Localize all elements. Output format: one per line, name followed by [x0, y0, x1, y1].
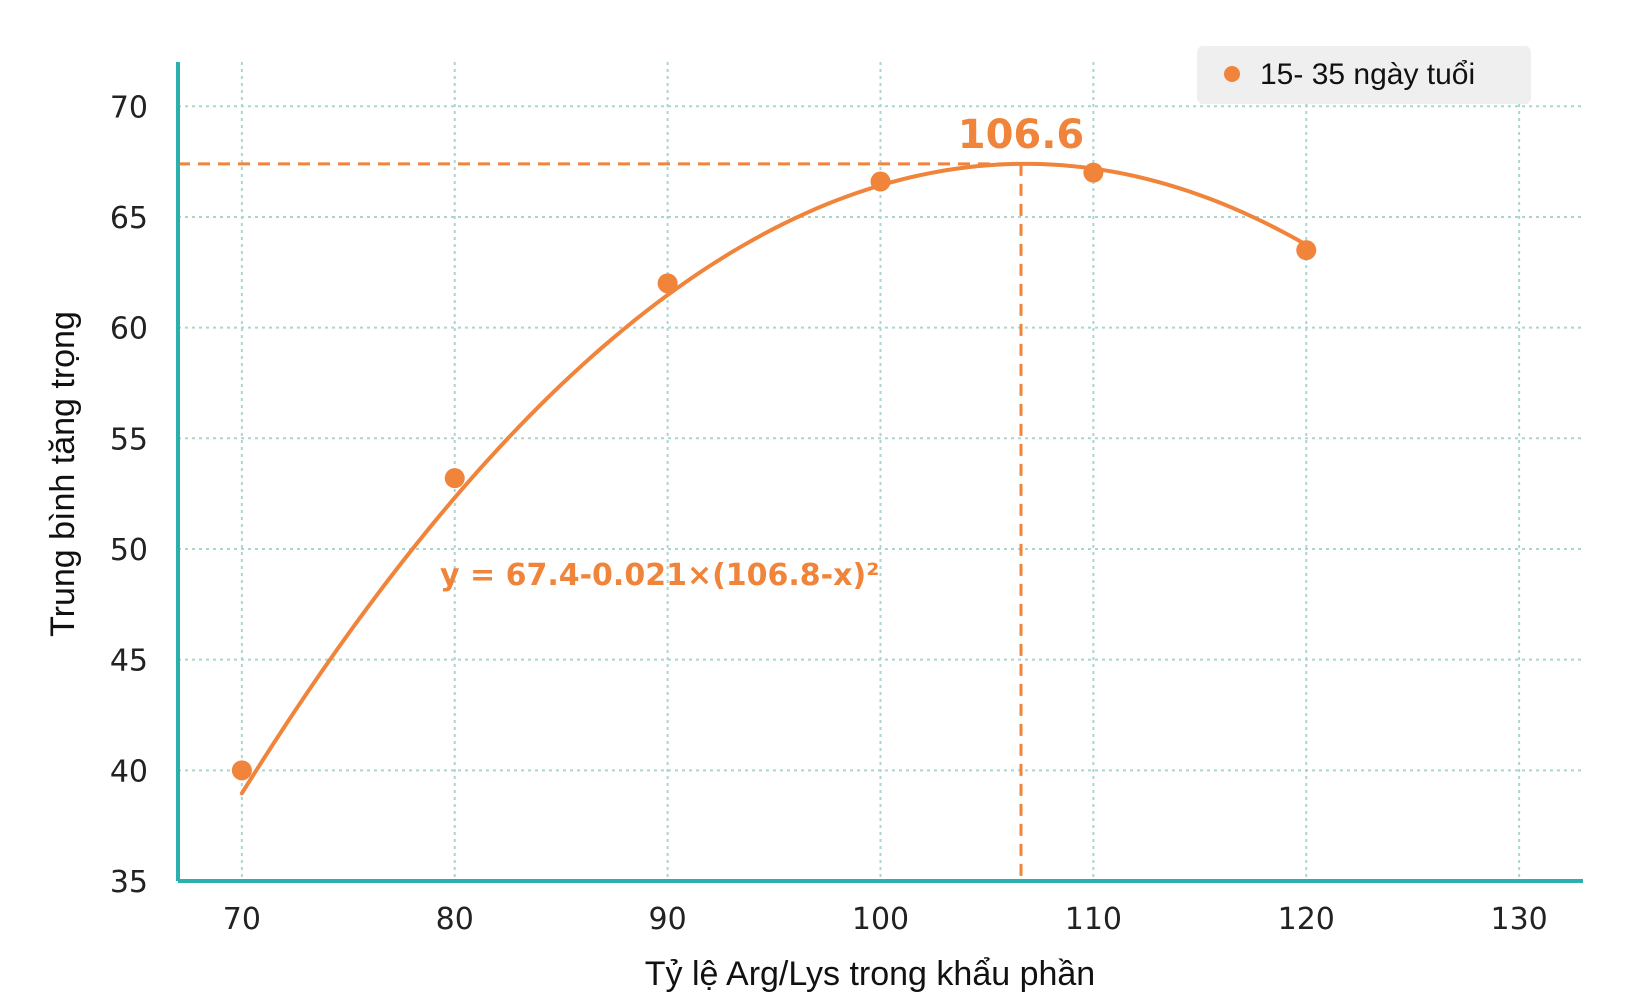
fit-curve-layer [239, 161, 1309, 796]
x-axis-title: Tỷ lệ Arg/Lys trong khẩu phần [645, 955, 1095, 993]
x-tick-label: 70 [223, 902, 261, 937]
y-tick-label: 45 [110, 644, 148, 679]
y-tick-label: 40 [110, 754, 148, 789]
y-tick-label: 70 [110, 90, 148, 125]
data-point [1296, 240, 1317, 261]
data-point [657, 273, 678, 294]
y-tick-label: 65 [110, 201, 148, 236]
y-tick-label: 60 [110, 312, 148, 347]
grid [178, 62, 1583, 882]
peak-label: 106.6 [958, 112, 1085, 158]
axes [176, 62, 1583, 883]
data-point [1083, 162, 1104, 183]
x-tick-label: 120 [1278, 902, 1335, 937]
peak-reference-lines [178, 162, 1023, 881]
legend-marker [1224, 66, 1240, 82]
data-point [231, 760, 252, 781]
equation-label: y = 67.4-0.021×(106.8-x)² [440, 558, 879, 593]
tick-labels: 70 80 90 100 110 120 130 35 40 45 50 55 60 65 70 [110, 90, 1548, 937]
y-axis-title: Trung bình tăng trọng [44, 311, 82, 637]
x-tick-label: 90 [649, 902, 687, 937]
data-point [444, 468, 465, 489]
x-tick-label: 130 [1491, 902, 1548, 937]
x-tick-label: 80 [436, 902, 474, 937]
x-tick-label: 110 [1065, 902, 1122, 937]
legend-label: 15- 35 ngày tuổi [1260, 58, 1475, 91]
data-point [870, 171, 891, 192]
legend: 15- 35 ngày tuổi [1197, 46, 1531, 104]
fit-curve [239, 161, 1309, 796]
y-tick-label: 35 [110, 865, 148, 900]
legend-box [1197, 46, 1531, 104]
data-points [231, 162, 1317, 781]
y-tick-label: 50 [110, 533, 148, 568]
x-tick-label: 100 [852, 902, 909, 937]
y-tick-label: 55 [110, 422, 148, 457]
